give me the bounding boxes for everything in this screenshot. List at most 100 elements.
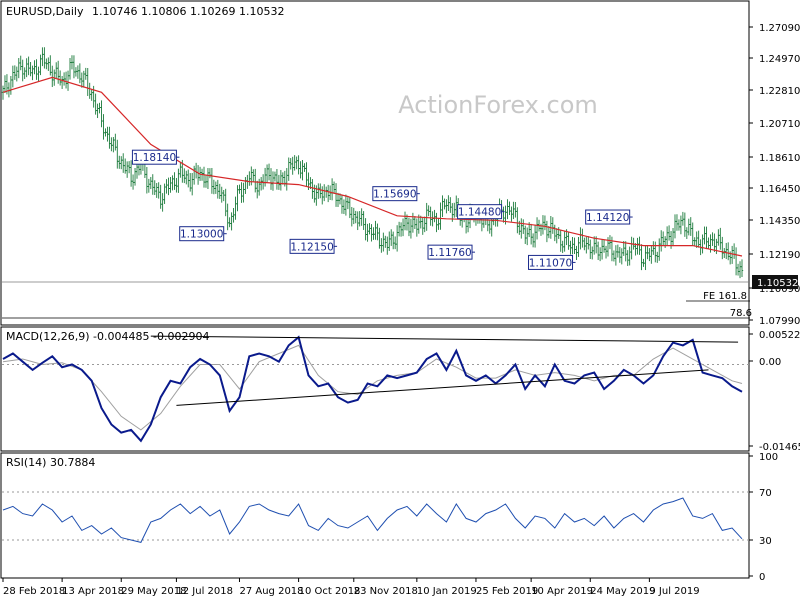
ohlc-bar [449, 197, 452, 213]
ohlc-bar [719, 227, 722, 250]
ohlc-bar [585, 236, 588, 254]
ohlc-bar [596, 241, 600, 260]
ohlc-bar [267, 163, 271, 181]
ohlc-bar [732, 243, 736, 259]
ohlc-bar [17, 58, 20, 79]
ohlc-bar [730, 245, 734, 264]
ohlc-bar [279, 169, 283, 191]
ohlc-bar [705, 226, 708, 250]
ohlc-bar [305, 162, 308, 188]
rsi-y-tick-label: 30 [759, 536, 772, 547]
ohlc-bar [226, 203, 229, 231]
ohlc-bar [9, 75, 13, 95]
rsi-title: RSI(14) 30.7884 [6, 456, 95, 469]
ohlc-bar [206, 167, 210, 190]
ohlc-bar [25, 58, 28, 78]
ohlc-bar [567, 231, 570, 250]
ohlc-bar [502, 206, 505, 223]
ohlc-bar [185, 170, 188, 185]
ohlc-bar [3, 75, 7, 94]
ohlc-bar [673, 214, 677, 239]
ohlc-bar [395, 225, 399, 252]
ohlc-bar [660, 230, 663, 252]
ohlc-bar [524, 225, 527, 244]
ohlc-bar [683, 212, 687, 237]
ohlc-bar [311, 179, 314, 199]
fib-786-label: 78.6 [730, 308, 752, 319]
macd-y-tick-label: 0.005224 [759, 330, 800, 341]
ohlc-bar [441, 195, 444, 218]
ohlc-bar [593, 236, 596, 255]
macd-trendline [150, 335, 739, 343]
ohlc-bar [196, 165, 200, 185]
ohlc-bar [533, 225, 537, 248]
ohlc-bar [620, 248, 623, 265]
ohlc-bar [409, 218, 413, 239]
ohlc-bar [157, 182, 160, 199]
ohlc-bar [88, 82, 91, 99]
x-tick-label: 24 May 2019 [590, 586, 655, 597]
ohlc-bar [275, 168, 279, 190]
ohlc-bar [218, 183, 221, 199]
price-annotation-label: 1.15690 [373, 189, 416, 201]
ohlc-bar [15, 66, 18, 82]
macd-title: MACD(12,26,9) -0.004485 -0.002904 [6, 330, 209, 343]
ohlc-bar [535, 217, 539, 240]
price-annotation-label: 1.14120 [586, 212, 629, 224]
ohlc-bar [581, 228, 584, 248]
ohlc-bar [96, 103, 99, 119]
ohlc-bar [364, 218, 367, 241]
ohlc-bar [388, 231, 391, 251]
ohlc-bar [665, 226, 669, 246]
ohlc-bar [43, 47, 46, 69]
ohlc-bar [356, 211, 359, 231]
ohlc-bar [155, 182, 158, 198]
ohlc-bar [374, 220, 377, 240]
ohlc-bar [703, 226, 706, 245]
ohlc-bar [447, 195, 450, 211]
ohlc-bar [118, 155, 121, 169]
ohlc-bar [587, 236, 590, 250]
ohlc-bar [287, 157, 290, 181]
price-y-tick-label: 1.27090 [759, 23, 800, 34]
ohlc-bar [47, 57, 50, 71]
ohlc-bar [413, 216, 417, 230]
x-tick-label: 23 Nov 2018 [354, 586, 418, 597]
current-price-text: 1.10532 [757, 278, 798, 289]
ohlc-bar [324, 186, 328, 198]
ohlc-bar [391, 231, 395, 250]
x-tick-label: 28 Feb 2018 [3, 586, 65, 597]
x-tick-label: 13 Apr 2018 [62, 586, 124, 597]
price-annotation: 1.18140 [131, 149, 180, 165]
ohlc-bar [650, 246, 653, 264]
ohlc-bar [177, 168, 180, 193]
ohlc-bar [100, 100, 103, 128]
ohlc-bar [271, 171, 275, 191]
ohlc-bar [559, 229, 562, 252]
ohlc-bar [640, 244, 643, 271]
x-tick-label: 10 Apr 2019 [531, 586, 593, 597]
ohlc-bar [393, 236, 397, 250]
ohlc-bar [591, 246, 594, 260]
ohlc-bar [624, 241, 627, 262]
ohlc-bar [334, 183, 338, 207]
ohlc-bar [589, 239, 592, 259]
ohlc-bar [297, 155, 300, 175]
ohlc-bar [210, 167, 214, 194]
x-tick-label: 10 Oct 2018 [299, 586, 361, 597]
price-y-tick-label: 1.20710 [759, 119, 800, 130]
price-y-tick-label: 1.10090 [759, 284, 800, 295]
price-annotation: 1.11070 [528, 254, 576, 270]
ohlc-bar [230, 212, 233, 231]
ohlc-bar [114, 133, 117, 151]
ohlc-bar [147, 178, 151, 193]
ohlc-bar [84, 67, 87, 80]
ohlc-bar [531, 233, 535, 248]
chart-symbol: EURUSD,Daily [6, 5, 84, 18]
ohlc-bar [108, 126, 111, 149]
ohlc-bar [86, 68, 89, 96]
ohlc-bar [360, 208, 363, 226]
ohlc-bar [717, 229, 720, 246]
ohlc-bar [259, 176, 263, 191]
ohlc-bar [236, 185, 239, 212]
